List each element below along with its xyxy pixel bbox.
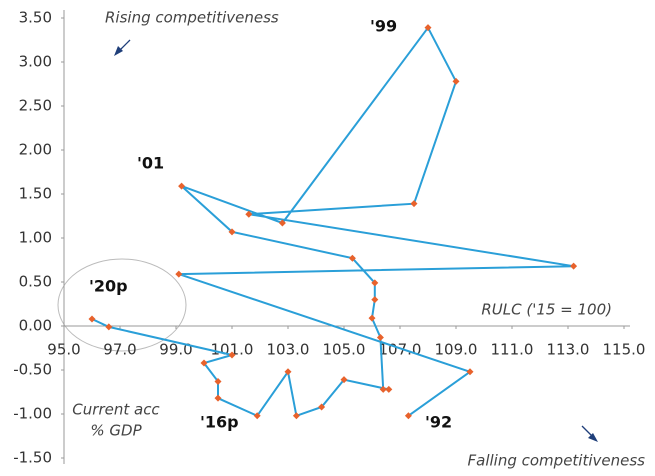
marker <box>452 77 460 85</box>
x-tick-label: 111.0 <box>491 341 534 359</box>
marker <box>340 376 348 384</box>
annotation: Falling competitiveness <box>468 452 646 470</box>
y-tick-label: -0.50 <box>13 361 52 379</box>
marker <box>371 279 379 287</box>
y-tick-label: -1.00 <box>13 405 52 423</box>
highlight-ellipse <box>57 258 187 352</box>
y-tick-label: 1.00 <box>19 229 52 247</box>
point-label: '99 <box>370 17 397 36</box>
point-label: '16p <box>200 413 239 432</box>
annotation: Rising competitiveness <box>105 9 279 27</box>
x-tick-label: 113.0 <box>547 341 590 359</box>
point-label: '92 <box>425 413 452 432</box>
marker <box>292 412 300 420</box>
y-tick-label: 0.00 <box>19 317 52 335</box>
x-tick-label: 109.0 <box>435 341 478 359</box>
marker <box>178 182 186 190</box>
marker <box>570 262 578 270</box>
marker <box>368 314 376 322</box>
arrow-down-head <box>588 433 598 442</box>
marker <box>214 394 222 402</box>
marker <box>424 24 432 32</box>
x-tick-label: 103.0 <box>267 341 310 359</box>
marker <box>228 228 236 236</box>
x-tick-label: 95.0 <box>47 341 80 359</box>
marker <box>175 270 183 278</box>
arrow-up-head <box>114 46 123 56</box>
x-tick-label: 97.0 <box>103 341 136 359</box>
y-tick-label: 0.50 <box>19 273 52 291</box>
point-label: '01 <box>137 154 164 173</box>
marker <box>284 368 292 376</box>
y-tick-label: -1.50 <box>13 449 52 467</box>
marker <box>245 210 253 218</box>
x-tick-label: 105.0 <box>323 341 366 359</box>
marker <box>348 254 356 262</box>
point-label: '20p <box>89 277 128 296</box>
marker <box>253 412 261 420</box>
y-tick-label: 2.50 <box>19 97 52 115</box>
y-tick-label: 2.00 <box>19 141 52 159</box>
marker <box>376 333 384 341</box>
marker <box>385 385 393 393</box>
y-tick-label: 1.50 <box>19 185 52 203</box>
marker <box>404 412 412 420</box>
x-axis-label: RULC ('15 = 100) <box>481 301 612 319</box>
marker <box>278 219 286 227</box>
marker <box>200 359 208 367</box>
marker <box>228 351 236 359</box>
y-tick-label: 3.50 <box>19 9 52 27</box>
y-axis-label: % GDP <box>90 422 142 440</box>
x-tick-label: 101.0 <box>211 341 254 359</box>
marker <box>318 403 326 411</box>
marker <box>88 315 96 323</box>
y-axis-label: Current acc <box>72 401 160 419</box>
marker <box>379 385 387 393</box>
marker <box>371 296 379 304</box>
marker <box>105 323 113 331</box>
x-tick-label: 115.0 <box>603 341 646 359</box>
marker <box>410 200 418 208</box>
y-tick-label: 3.00 <box>19 53 52 71</box>
marker <box>214 377 222 385</box>
marker <box>466 368 474 376</box>
